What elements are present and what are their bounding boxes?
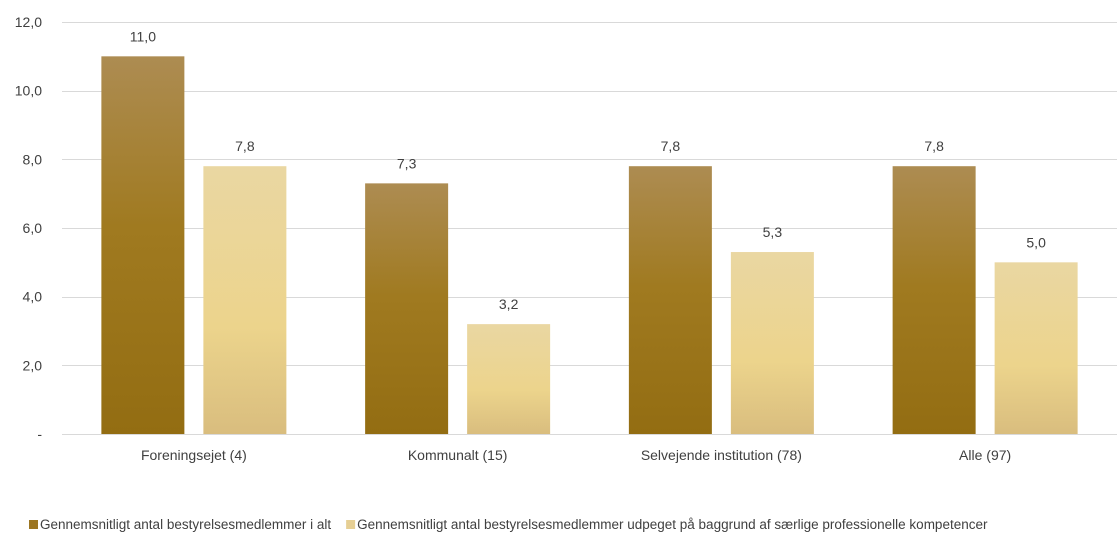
y-tick-label: 12,0	[15, 14, 42, 30]
data-label: 7,8	[661, 138, 681, 154]
x-tick-label: Alle (97)	[959, 447, 1011, 463]
x-tick-label: Selvejende institution (78)	[641, 447, 802, 463]
legend-label: Gennemsnitligt antal bestyrelsesmedlemme…	[357, 517, 988, 532]
y-tick-label: -	[37, 426, 42, 442]
y-tick-label: 8,0	[23, 151, 43, 167]
bar-series-2-4	[994, 262, 1078, 434]
data-label: 5,0	[1026, 234, 1046, 250]
bars	[101, 56, 1078, 434]
bar-series-1-4	[892, 166, 976, 434]
bar-series-2-2	[467, 324, 551, 434]
data-label: 7,8	[924, 138, 944, 154]
bar-series-1-2	[365, 183, 449, 434]
y-tick-label: 6,0	[23, 220, 43, 236]
bar-series-2-3	[730, 252, 814, 434]
legend-label: Gennemsnitligt antal bestyrelsesmedlemme…	[40, 517, 331, 532]
data-label: 5,3	[763, 224, 783, 240]
x-tick-label: Kommunalt (15)	[408, 447, 508, 463]
legend-swatch	[346, 520, 356, 529]
legend: Gennemsnitligt antal bestyrelsesmedlemme…	[29, 517, 988, 532]
bar-series-1-3	[628, 166, 712, 434]
y-tick-label: 4,0	[23, 289, 43, 305]
data-label: 7,8	[235, 138, 255, 154]
x-axis-tick-labels: Foreningsejet (4) Kommunalt (15) Selvejend…	[141, 447, 1011, 463]
y-axis-tick-labels: - 2,0 4,0 6,0 8,0 10,0 12,0	[15, 14, 43, 442]
legend-swatch	[29, 520, 38, 529]
bar-series-2-1	[203, 166, 287, 434]
y-tick-label: 10,0	[15, 83, 42, 99]
data-label: 3,2	[499, 296, 519, 312]
y-tick-label: 2,0	[23, 357, 43, 373]
data-labels: 11,0 7,8 7,3 3,2 7,8 5,3 7,8 5,0	[130, 28, 1046, 312]
bar-series-1-1	[101, 56, 185, 434]
data-label: 7,3	[397, 155, 417, 171]
data-label: 11,0	[130, 28, 156, 44]
x-tick-label: Foreningsejet (4)	[141, 447, 247, 463]
